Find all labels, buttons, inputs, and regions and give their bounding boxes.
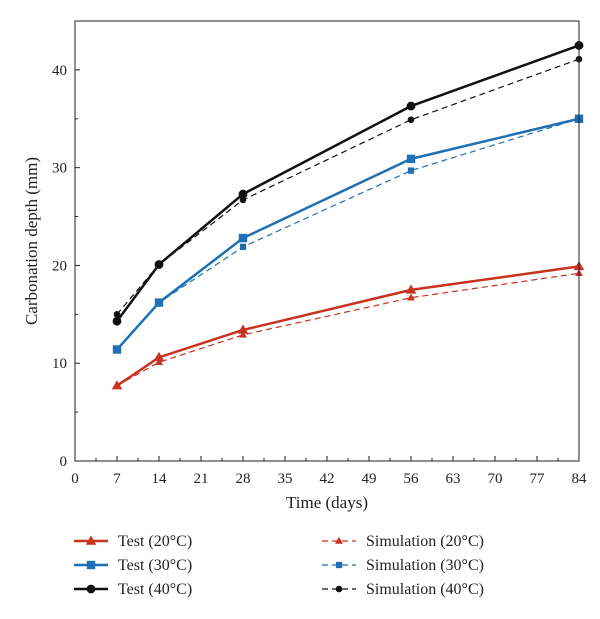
y-tick-label: 10 [52,356,67,372]
legend-label: Test (40°C) [118,581,192,598]
x-tick-label: 63 [446,471,461,487]
legend-item: Test (20°C) [74,533,192,550]
legend-label: Simulation (40°C) [366,581,484,598]
data-point [112,345,122,354]
legend-marker [335,561,343,569]
legend-label: Test (20°C) [118,533,192,550]
legend-item: Simulation (40°C) [322,581,484,598]
data-point [238,233,248,243]
data-point [111,380,123,390]
data-point [238,189,248,199]
y-tick-label: 40 [52,63,67,79]
x-tick-label: 77 [530,471,546,487]
series-line [116,117,580,351]
y-tick-label: 0 [60,454,68,470]
x-tick-label: 7 [113,471,121,487]
x-tick-label: 56 [404,471,420,487]
data-point [239,330,247,338]
legend-marker [335,536,343,544]
legend-marker [86,584,96,594]
x-axis-title: Time (days) [286,493,368,512]
series-line [116,118,580,350]
x-tick-label: 14 [152,471,168,487]
data-point [154,260,164,269]
legend-marker [86,560,96,570]
data-point [112,316,122,326]
series-line [116,272,580,387]
legend-item: Test (40°C) [74,581,192,598]
legend-marker [335,585,343,593]
x-tick-label: 84 [572,471,588,487]
legend-item: Simulation (30°C) [322,557,484,574]
legend-label: Simulation (30°C) [366,557,484,574]
legend-item: Test (30°C) [74,557,192,574]
legend: Test (20°C) Test (30°C) Test (40°C) Simulat… [74,533,484,598]
data-point [407,167,415,174]
legend-item: Simulation (20°C) [322,533,484,550]
data-point [407,293,415,301]
x-tick-label: 70 [488,471,503,487]
data-point [153,351,165,362]
series-line [115,44,580,322]
legend-label: Simulation (20°C) [366,533,484,550]
data-point [405,284,417,294]
legend-label: Test (30°C) [118,557,192,574]
y-axis-title: Carbonation depth (mm) [22,157,41,325]
data-point [406,101,416,111]
data-point [155,358,163,366]
data-point [113,311,121,318]
legend-marker [85,535,97,545]
data-point [239,196,247,204]
data-point [407,116,415,124]
plot-area [111,41,585,390]
x-tick-label: 35 [278,471,293,487]
x-tick-label: 49 [362,471,377,487]
data-point [239,243,247,251]
y-tick-label: 20 [52,258,67,274]
x-axis: 0 7 14 21 28 35 42 49 56 63 70 77 84 [71,456,587,487]
x-tick-label: 28 [236,471,251,487]
x-tick-label: 42 [320,471,335,487]
y-axis: 0 10 20 30 40 [52,63,80,470]
data-point [154,298,164,307]
data-point [237,324,249,334]
x-tick-label: 0 [71,471,79,487]
y-tick-label: 30 [52,161,67,177]
data-point [406,154,416,164]
x-tick-label: 21 [194,471,209,487]
